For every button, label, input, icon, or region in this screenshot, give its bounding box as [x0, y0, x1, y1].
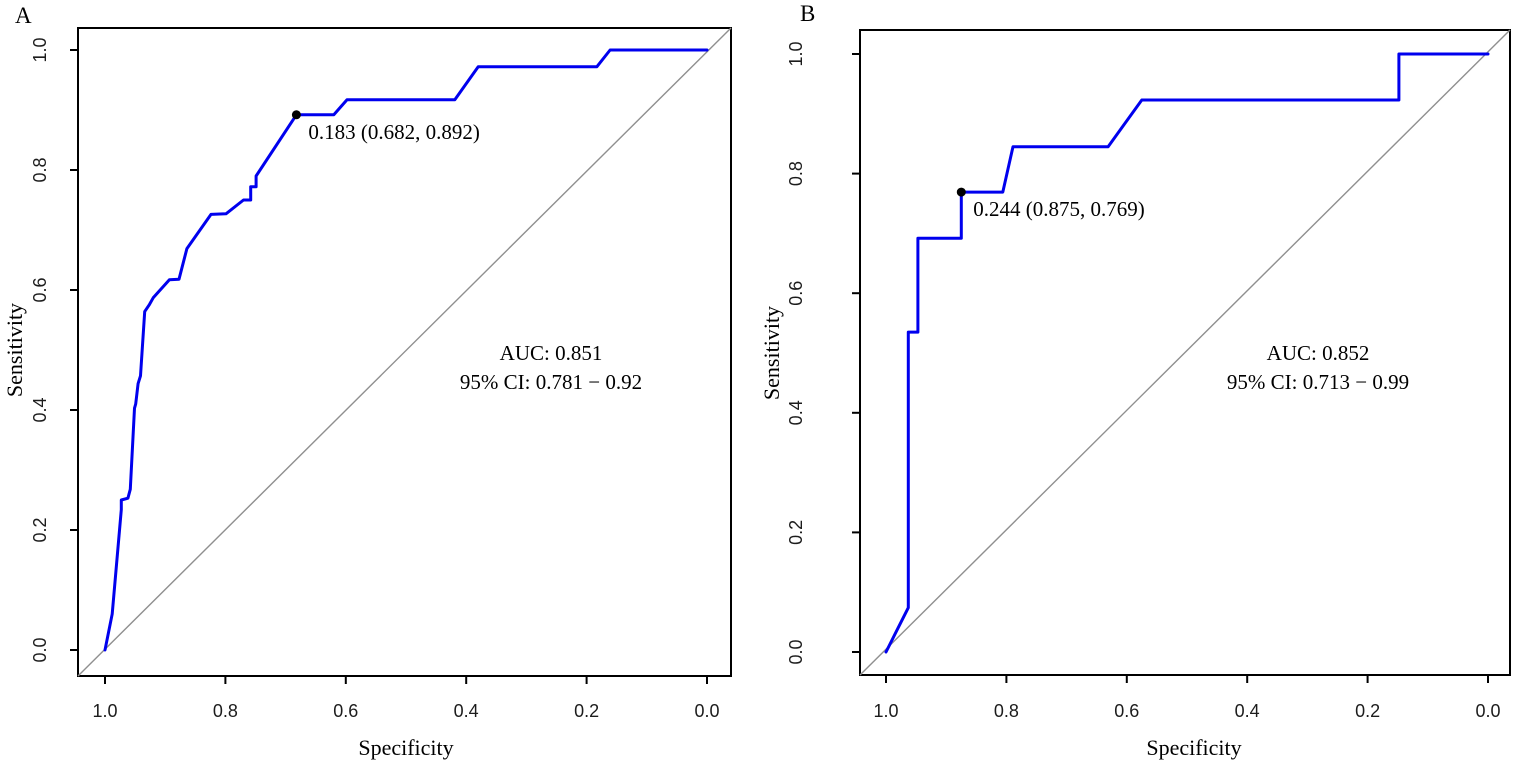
y-tick-label: 0.8 [30, 157, 50, 182]
x-tick-label: 0.6 [1114, 701, 1139, 721]
x-tick-label: 0.8 [213, 701, 238, 721]
x-tick-label: 0.8 [994, 701, 1019, 721]
y-axis-title-a: Sensitivity [2, 303, 27, 397]
auc-ci-a: 95% CI: 0.781 − 0.92 [460, 370, 642, 394]
y-tick-label: 0.6 [30, 277, 50, 302]
x-axis-title-a: Specificity [358, 735, 453, 760]
x-tick-label: 1.0 [873, 701, 898, 721]
reference-diagonal-a [77, 27, 732, 677]
plot-box-a [77, 27, 732, 677]
panel-a-letter: A [15, 3, 32, 28]
y-tick-label: 0.0 [786, 639, 806, 664]
x-axis-title-b: Specificity [1146, 735, 1241, 760]
x-tick-label: 0.4 [1235, 701, 1260, 721]
threshold-annotation-a: 0.183 (0.682, 0.892) [308, 120, 480, 144]
panel-a: A 0.183 (0.682, 0.892) AUC: 0.851 95% CI… [2, 3, 732, 760]
reference-diagonal-b [859, 29, 1511, 676]
y-tick-label: 0.4 [786, 400, 806, 425]
y-tick-label: 0.2 [30, 517, 50, 542]
threshold-point-b [956, 187, 966, 197]
x-ticks-b: 1.0 0.8 0.6 0.4 0.2 0.0 [873, 675, 1501, 721]
threshold-point-a [291, 110, 301, 120]
panel-b-letter: B [800, 1, 815, 26]
x-ticks-a: 1.0 0.8 0.6 0.4 0.2 0.0 [92, 676, 720, 721]
y-tick-label: 0.4 [30, 397, 50, 422]
y-ticks-b: 0.0 0.2 0.4 0.6 0.8 1.0 [786, 41, 860, 665]
auc-ci-b: 95% CI: 0.713 − 0.99 [1227, 370, 1409, 394]
plot-box-b [859, 29, 1511, 676]
auc-value-b: AUC: 0.852 [1267, 341, 1370, 365]
roc-curve-b [884, 52, 1490, 654]
y-ticks-a: 0.0 0.2 0.4 0.6 0.8 1.0 [30, 37, 78, 663]
threshold-annotation-b: 0.244 (0.875, 0.769) [973, 197, 1145, 221]
y-tick-label: 0.2 [786, 520, 806, 545]
y-axis-title-b: Sensitivity [759, 306, 784, 400]
panel-b: B 0.244 (0.875, 0.769) AUC: 0.852 95% CI… [759, 1, 1511, 760]
x-tick-label: 0.0 [1475, 701, 1500, 721]
y-tick-label: 0.8 [786, 161, 806, 186]
y-tick-label: 1.0 [786, 41, 806, 66]
roc-curve-a [103, 48, 709, 652]
y-tick-label: 0.0 [30, 637, 50, 662]
auc-value-a: AUC: 0.851 [500, 341, 603, 365]
y-tick-label: 1.0 [30, 37, 50, 62]
x-tick-label: 0.0 [694, 701, 719, 721]
x-tick-label: 0.6 [333, 701, 358, 721]
x-tick-label: 0.2 [1355, 701, 1380, 721]
x-tick-label: 0.4 [454, 701, 479, 721]
x-tick-label: 1.0 [92, 701, 117, 721]
x-tick-label: 0.2 [574, 701, 599, 721]
y-tick-label: 0.6 [786, 281, 806, 306]
